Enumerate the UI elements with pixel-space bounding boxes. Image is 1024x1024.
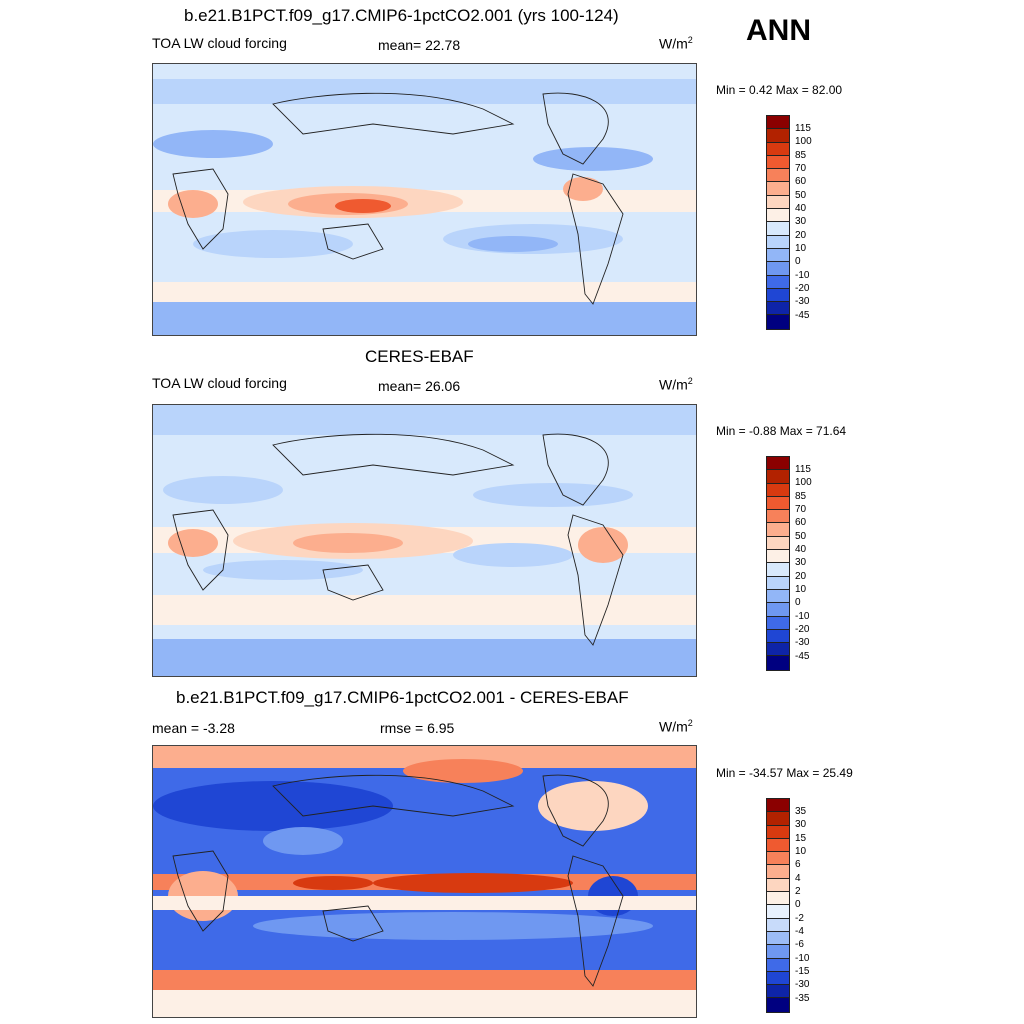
panel2-cbar-tick: -30 (795, 637, 810, 648)
panel3-map-field (153, 746, 696, 1017)
panel1-mean-label: mean= 22.78 (378, 37, 461, 53)
panel2-cbar-tick: 20 (795, 571, 807, 582)
panel3-mean-label: mean = -3.28 (152, 720, 235, 736)
panel2-variable-label: TOA LW cloud forcing (152, 375, 287, 391)
panel1-colorbar-swatches (766, 115, 790, 330)
panel1-minmax: Min = 0.42 Max = 82.00 (716, 83, 843, 97)
panel1-cbar-tick: 30 (795, 216, 807, 227)
panel2-title: CERES-EBAF (365, 347, 474, 366)
panel2-cbar-tick: 60 (795, 517, 807, 528)
panel1-cbar-tick: -10 (795, 270, 810, 281)
panel1-cbar-tick: -30 (795, 296, 810, 307)
panel3-cbar-tick: 0 (795, 899, 801, 910)
panel1-cbar-tick: 115 (795, 123, 811, 134)
panel2-cbar-tick: 100 (795, 477, 812, 488)
panel3-units: W/m2 (659, 718, 693, 735)
panel3-cbar-tick: 10 (795, 846, 807, 857)
panel3-rmse-label: rmse = 6.95 (380, 720, 455, 736)
panel2-minmax: Min = -0.88 Max = 71.64 (716, 424, 847, 438)
panel1-cbar-tick: 10 (795, 243, 807, 254)
panel3-cbar-tick: 6 (795, 859, 801, 870)
panel2-mean-label: mean= 26.06 (378, 378, 461, 394)
panel2-cbar-tick: 10 (795, 584, 807, 595)
panel3-cbar-tick: -2 (795, 913, 804, 924)
panel1-variable-label: TOA LW cloud forcing (152, 35, 287, 51)
panel3-cbar-tick: -15 (795, 966, 810, 977)
panel1-cbar-tick: 100 (795, 136, 812, 147)
panel1-cbar-tick: 40 (795, 203, 807, 214)
panel2-cbar-tick: -20 (795, 624, 810, 635)
panel3-cbar-tick: 2 (795, 886, 801, 897)
panel3-cbar-tick: 15 (795, 833, 807, 844)
panel3-minmax: Min = -34.57 Max = 25.49 (716, 766, 853, 780)
panel2-cbar-tick: -10 (795, 611, 810, 622)
panel3-cbar-tick: -35 (795, 993, 810, 1004)
panel2-cbar-tick: 70 (795, 504, 807, 515)
panel2-colorbar-swatches (766, 456, 790, 671)
panel2-units: W/m2 (659, 376, 693, 393)
panel2-cbar-tick: 30 (795, 557, 807, 568)
panel2-cbar-tick: 40 (795, 544, 807, 555)
panel3-title: b.e21.B1PCT.f09_g17.CMIP6-1pctCO2.001 - … (176, 688, 629, 707)
panel3-cbar-tick: -6 (795, 939, 804, 950)
panel1-cbar-tick: -45 (795, 310, 810, 321)
panel2-map-field (153, 405, 696, 676)
panel1-cbar-tick: 50 (795, 190, 807, 201)
panel1-map (152, 63, 697, 336)
panel3-colorbar-swatches (766, 798, 790, 1013)
panel3-cbar-tick: -4 (795, 926, 804, 937)
panel1-cbar-tick: 85 (795, 150, 807, 161)
panel1-cbar-tick: 70 (795, 163, 807, 174)
panel2-cbar-tick: 50 (795, 531, 807, 542)
panel2-cbar-tick: 115 (795, 464, 811, 475)
panel3-map (152, 745, 697, 1018)
panel1-cbar-tick: 20 (795, 230, 807, 241)
panel1-units: W/m2 (659, 35, 693, 52)
season-label: ANN (746, 14, 811, 47)
panel1-cbar-tick: -20 (795, 283, 810, 294)
panel2-cbar-tick: 0 (795, 597, 801, 608)
panel1-map-field (153, 64, 696, 335)
panel2-map (152, 404, 697, 677)
panel3-cbar-tick: 35 (795, 806, 807, 817)
panel1-cbar-tick: 60 (795, 176, 807, 187)
panel3-cbar-tick: -30 (795, 979, 810, 990)
panel1-title: b.e21.B1PCT.f09_g17.CMIP6-1pctCO2.001 (y… (184, 6, 619, 25)
panel2-cbar-tick: 85 (795, 491, 807, 502)
panel1-cbar-tick: 0 (795, 256, 801, 267)
panel2-cbar-tick: -45 (795, 651, 810, 662)
panel3-cbar-tick: -10 (795, 953, 810, 964)
panel3-cbar-tick: 30 (795, 819, 807, 830)
panel3-cbar-tick: 4 (795, 873, 801, 884)
